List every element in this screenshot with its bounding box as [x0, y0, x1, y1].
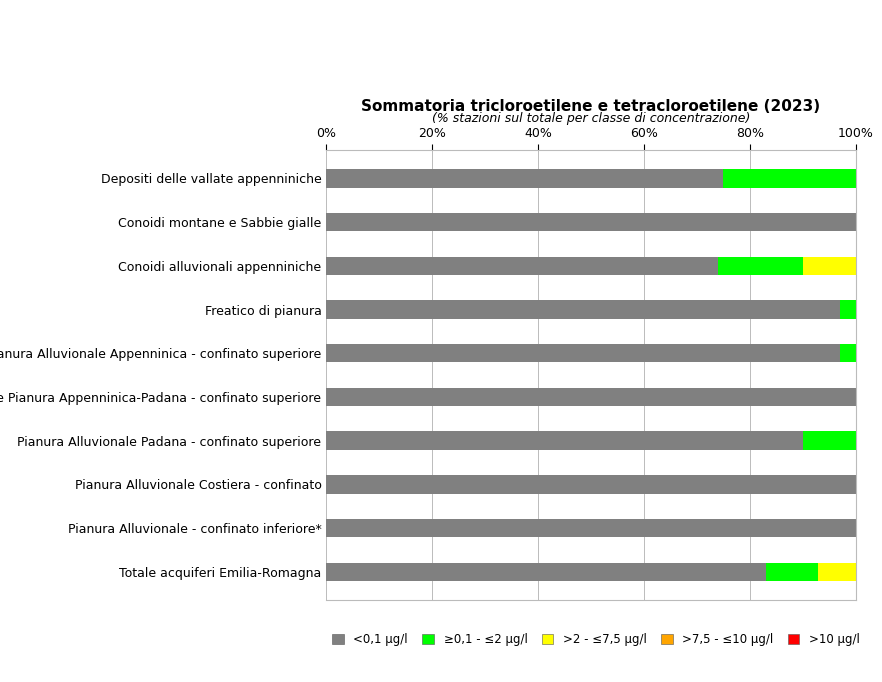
Bar — [840, 344, 856, 362]
Bar — [766, 563, 818, 581]
Bar — [326, 256, 718, 275]
Bar — [326, 213, 856, 231]
Bar — [718, 256, 803, 275]
Text: (% stazioni sul totale per classe di concentrazione): (% stazioni sul totale per classe di con… — [432, 113, 750, 125]
Bar — [803, 256, 856, 275]
Bar — [326, 344, 840, 362]
Bar — [326, 519, 856, 537]
Title: Sommatoria tricloroetilene e tetracloroetilene (2023): Sommatoria tricloroetilene e tetracloroe… — [362, 99, 820, 114]
Legend: <0,1 μg/l, ≥0,1 - ≤2 μg/l, >2 - ≤7,5 μg/l, >7,5 - ≤10 μg/l, >10 μg/l: <0,1 μg/l, ≥0,1 - ≤2 μg/l, >2 - ≤7,5 μg/… — [333, 633, 860, 646]
Bar — [803, 432, 856, 450]
Bar — [326, 432, 803, 450]
Bar — [326, 563, 766, 581]
Bar — [326, 300, 840, 318]
Bar — [326, 169, 723, 188]
Bar — [326, 388, 856, 406]
Bar — [723, 169, 856, 188]
Bar — [840, 300, 856, 318]
Bar — [326, 475, 856, 494]
Bar — [818, 563, 856, 581]
